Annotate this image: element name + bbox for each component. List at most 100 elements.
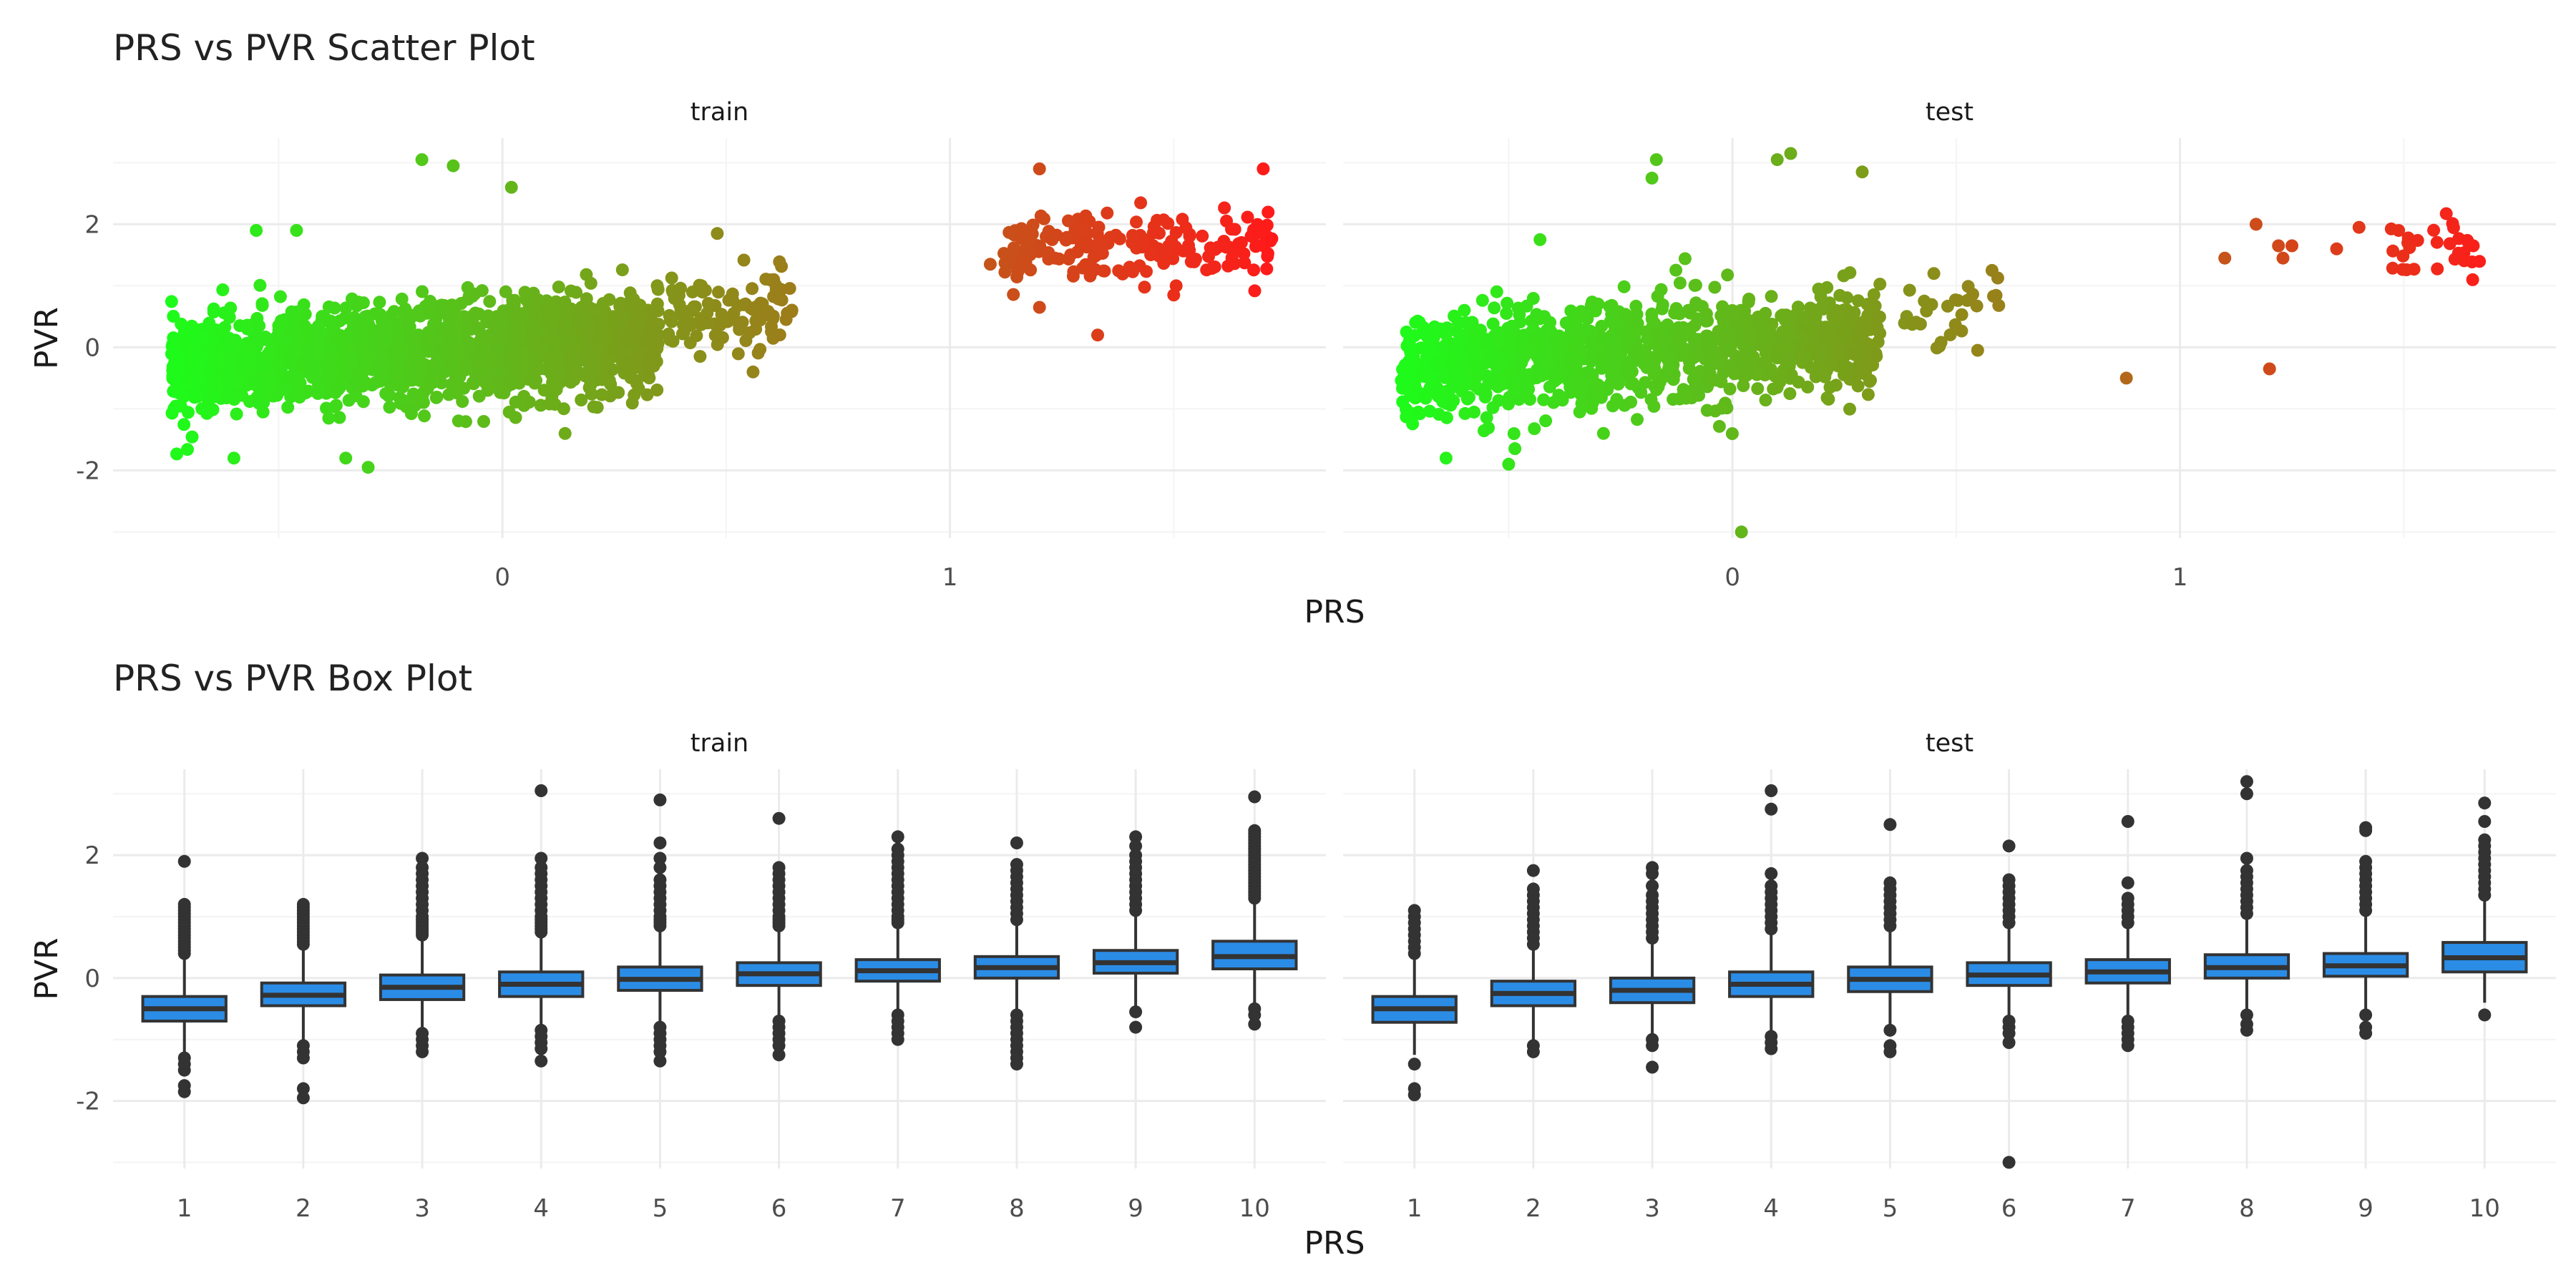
scatter-point	[227, 452, 240, 465]
scatter-point	[1985, 263, 1999, 277]
scatter-point	[1034, 209, 1048, 223]
outlier-point	[1010, 1058, 1023, 1071]
scatter-point	[393, 336, 406, 349]
scatter-point	[761, 308, 774, 322]
x-axis-label: PRS	[1304, 594, 1365, 630]
scatter-point	[1823, 381, 1837, 394]
scatter-point	[1624, 377, 1638, 391]
scatter-point	[698, 283, 712, 297]
scatter-point	[1447, 394, 1460, 408]
x-tick-label: 9	[1128, 1194, 1143, 1223]
scatter-point	[165, 295, 178, 308]
outlier-point	[653, 861, 667, 874]
scatter-point	[351, 330, 364, 343]
outlier-point	[296, 1091, 310, 1105]
scatter-point	[182, 406, 195, 419]
scatter-point	[595, 388, 609, 401]
scatter-point	[1440, 411, 1453, 424]
scatter-point	[2272, 239, 2285, 253]
x-tick-label: 1	[2172, 563, 2188, 592]
scatter-point	[1460, 392, 1474, 406]
scatter-point	[251, 394, 265, 408]
outlier-point	[653, 793, 667, 806]
scatter-point	[322, 347, 336, 361]
scatter-point	[1737, 348, 1751, 362]
scatter-point	[168, 356, 182, 369]
box-8	[973, 836, 1060, 1071]
scatter-point	[1167, 288, 1181, 302]
scatter-point	[1260, 218, 1274, 232]
scatter-point	[1737, 370, 1751, 384]
scatter-point	[401, 318, 415, 332]
scatter-point	[1416, 321, 1430, 334]
outlier-point	[2240, 787, 2253, 801]
facet-strip-label: test	[1926, 729, 1974, 758]
scatter-point	[1644, 393, 1658, 406]
scatter-point	[1927, 267, 1941, 280]
scatter-point	[1153, 226, 1166, 240]
scatter-point	[1060, 230, 1073, 244]
scatter-point	[1507, 427, 1521, 440]
scatter-point	[2473, 255, 2487, 268]
scatter-point	[290, 306, 303, 318]
scatter-point	[476, 342, 489, 355]
scatter-point	[1157, 255, 1171, 269]
scatter-point	[708, 328, 722, 342]
scatter-point	[2448, 253, 2462, 266]
scatter-point	[388, 321, 401, 335]
scatter-point	[2466, 273, 2479, 286]
scatter-point	[358, 310, 372, 323]
scatter-point	[620, 332, 633, 346]
scatter-point	[1619, 308, 1632, 321]
x-tick-label: 7	[890, 1194, 906, 1223]
scatter-point	[215, 341, 228, 355]
scatter-point	[1708, 280, 1722, 294]
facet-strip-label: train	[691, 98, 748, 127]
scatter-facet-test: test 0 1	[1343, 98, 2556, 592]
scatter-point	[1732, 317, 1745, 331]
scatter-point	[331, 333, 344, 347]
outlier-point	[535, 852, 548, 865]
scatter-point	[512, 325, 526, 338]
outlier-point	[1646, 932, 1659, 945]
scatter-point	[2403, 241, 2416, 254]
scatter-point	[185, 430, 199, 444]
box-8	[2203, 775, 2290, 1037]
scatter-point	[491, 366, 504, 379]
scatter-point	[665, 315, 678, 328]
scatter-point	[371, 374, 385, 388]
scatter-point	[383, 388, 396, 401]
scatter-point	[472, 359, 485, 373]
box-9	[2322, 821, 2409, 1040]
scatter-point	[207, 302, 220, 316]
scatter-point	[249, 331, 262, 344]
scatter-point	[1677, 321, 1690, 334]
outlier-point	[296, 1082, 310, 1096]
scatter-point	[2119, 371, 2133, 385]
scatter-point	[1261, 247, 1274, 260]
scatter-point	[1528, 333, 1542, 346]
scatter-point	[1700, 404, 1714, 417]
scatter-point	[580, 292, 593, 306]
x-tick-label: 4	[1763, 1194, 1779, 1223]
outlier-point	[653, 919, 667, 932]
scatter-point	[1649, 153, 1663, 167]
scatter-point	[322, 411, 336, 425]
scatter-point	[998, 256, 1012, 270]
scatter-point	[1083, 269, 1097, 283]
y-tick-label: 0	[84, 965, 100, 993]
outlier-point	[1765, 867, 1778, 880]
scatter-point	[1189, 253, 1202, 266]
scatter-point	[384, 379, 397, 391]
outlier-point	[2240, 907, 2253, 920]
scatter-point	[1955, 308, 1968, 321]
scatter-point	[1014, 230, 1028, 244]
scatter-point	[1820, 391, 1834, 404]
scatter-point	[1775, 309, 1788, 323]
scatter-point	[172, 381, 185, 395]
outlier-point	[1765, 802, 1778, 816]
scatter-point	[250, 224, 263, 237]
scatter-point	[290, 224, 303, 237]
scatter-point	[1678, 252, 1692, 265]
scatter-point	[746, 303, 760, 316]
